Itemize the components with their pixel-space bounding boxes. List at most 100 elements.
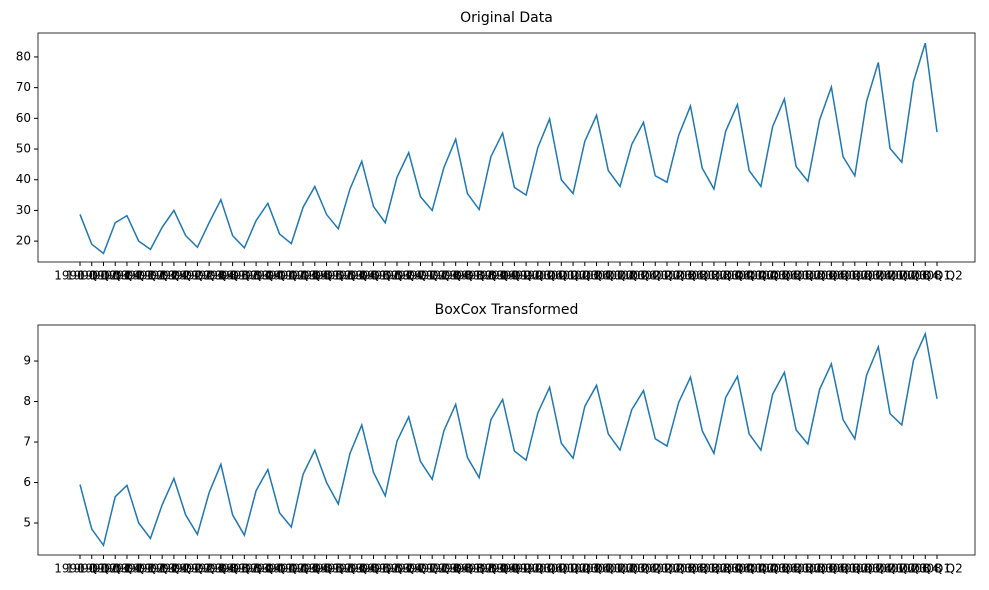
- x-tick-label: 2008 Q2: [911, 562, 962, 576]
- x-tick-label: 1992 Q4: [183, 562, 234, 576]
- x-tick-label: 1996 Q1: [336, 562, 387, 576]
- x-tick-label: 1998 Q4: [465, 269, 516, 283]
- x-tick-label: 1996 Q4: [371, 562, 422, 576]
- x-tick-label: 1990 Q1: [54, 269, 105, 283]
- x-tick-label: 1992 Q1: [148, 562, 199, 576]
- y-tick-label: 80: [16, 49, 31, 63]
- x-tick-label: 1994 Q1: [242, 562, 293, 576]
- x-tick-label: 1994 Q2: [254, 269, 305, 283]
- x-tick-label: 2000 Q3: [547, 269, 598, 283]
- x-tick-label: 2007 Q4: [888, 562, 939, 576]
- x-tick-label: 2008 Q2: [911, 269, 962, 283]
- x-tick-label: 1999 Q3: [500, 269, 551, 283]
- x-tick-label: 1990 Q2: [66, 562, 117, 576]
- x-tick-label: 2003 Q1: [665, 269, 716, 283]
- x-tick-label: 1993 Q3: [219, 562, 270, 576]
- x-tick-label: 1992 Q3: [172, 562, 223, 576]
- x-tick-label: 2004 Q2: [723, 562, 774, 576]
- x-tick-label: 2001 Q4: [606, 269, 657, 283]
- x-tick-label: 2007 Q2: [864, 562, 915, 576]
- x-tick-label: 1997 Q2: [395, 562, 446, 576]
- axes-frame: [37, 324, 976, 556]
- x-tick-label: 2007 Q1: [853, 269, 904, 283]
- x-tick-label: 1993 Q2: [207, 269, 258, 283]
- x-tick-label: 2000 Q1: [524, 562, 575, 576]
- x-tick-label: 2002 Q1: [618, 562, 669, 576]
- x-tick-label: 1991 Q2: [113, 562, 164, 576]
- x-tick-label: 2006 Q4: [841, 562, 892, 576]
- x-tick-label: 1994 Q4: [277, 269, 328, 283]
- x-tick-label: 1998 Q2: [442, 269, 493, 283]
- y-tick-label: 6: [23, 475, 31, 489]
- y-tick-label: 30: [16, 203, 31, 217]
- x-tick-label: 2007 Q3: [876, 562, 927, 576]
- x-tick-label: 1997 Q4: [418, 269, 469, 283]
- x-tick-label: 1997 Q1: [383, 562, 434, 576]
- x-tick-label: 2002 Q4: [653, 562, 704, 576]
- y-tick-label: 5: [23, 516, 31, 530]
- x-tick-label: 2007 Q3: [876, 269, 927, 283]
- x-tick-label: 2006 Q3: [829, 269, 880, 283]
- x-tick-label: 2002 Q3: [641, 269, 692, 283]
- x-tick-label: 2003 Q2: [676, 562, 727, 576]
- x-tick-label: 2008 Q1: [900, 562, 951, 576]
- x-tick-label: 2006 Q1: [806, 269, 857, 283]
- x-tick-label: 2000 Q2: [536, 269, 587, 283]
- x-tick-label: 2006 Q2: [817, 562, 868, 576]
- x-tick-label: 1991 Q2: [113, 269, 164, 283]
- x-tick-label: 1998 Q4: [465, 562, 516, 576]
- x-tick-label: 1998 Q1: [430, 562, 481, 576]
- x-tick-label: 1995 Q2: [301, 269, 352, 283]
- x-tick-label: 2001 Q4: [606, 562, 657, 576]
- x-tick-label: 1990 Q4: [90, 269, 141, 283]
- x-tick-label: 2005 Q2: [770, 269, 821, 283]
- x-tick-label: 2000 Q1: [524, 269, 575, 283]
- x-tick-label: 1999 Q2: [489, 269, 540, 283]
- x-tick-label: 2001 Q2: [583, 269, 634, 283]
- x-tick-label: 2004 Q3: [735, 269, 786, 283]
- x-tick-label: 1990 Q3: [78, 562, 129, 576]
- x-tick-label: 2002 Q4: [653, 269, 704, 283]
- x-tick-label: 2000 Q2: [536, 562, 587, 576]
- x-tick-label: 2001 Q3: [594, 269, 645, 283]
- x-tick-label: 1995 Q3: [313, 562, 364, 576]
- x-tick-label: 1995 Q2: [301, 562, 352, 576]
- x-tick-label: 1993 Q1: [195, 269, 246, 283]
- x-tick-label: 2006 Q3: [829, 562, 880, 576]
- x-tick-label: 2001 Q3: [594, 562, 645, 576]
- x-tick-label: 2004 Q4: [747, 562, 798, 576]
- x-tick-label: 2003 Q3: [688, 269, 739, 283]
- x-tick-label: 2002 Q3: [641, 562, 692, 576]
- x-tick-label: 1998 Q1: [430, 269, 481, 283]
- x-tick-label: 2002 Q2: [630, 269, 681, 283]
- y-tick-label: 20: [16, 234, 31, 248]
- x-tick-label: 1998 Q3: [453, 562, 504, 576]
- y-tick-label: 70: [16, 80, 31, 94]
- x-tick-label: 1999 Q4: [512, 269, 563, 283]
- x-tick-label: 1997 Q3: [406, 562, 457, 576]
- x-tick-label: 2005 Q4: [794, 562, 845, 576]
- x-tick-label: 2008 Q1: [900, 269, 951, 283]
- x-tick-label: 1998 Q2: [442, 562, 493, 576]
- x-tick-label: 1999 Q4: [512, 562, 563, 576]
- x-tick-label: 1990 Q3: [78, 269, 129, 283]
- x-tick-label: 1993 Q4: [230, 562, 281, 576]
- x-tick-label: 2003 Q3: [688, 562, 739, 576]
- x-tick-label: 1991 Q1: [101, 562, 152, 576]
- x-tick-label: 1992 Q4: [183, 269, 234, 283]
- x-tick-label: 1997 Q4: [418, 562, 469, 576]
- x-tick-label: 1997 Q1: [383, 269, 434, 283]
- x-tick-label: 1999 Q1: [477, 269, 528, 283]
- axes-frame: [37, 32, 976, 263]
- x-tick-label: 2005 Q1: [759, 269, 810, 283]
- x-tick-label: 2001 Q2: [583, 562, 634, 576]
- x-tick-label: 2005 Q4: [794, 269, 845, 283]
- x-tick-label: 1994 Q3: [266, 562, 317, 576]
- x-tick-label: 1995 Q4: [324, 269, 375, 283]
- x-tick-label: 2001 Q1: [571, 562, 622, 576]
- x-tick-label: 1995 Q4: [324, 562, 375, 576]
- x-tick-label: 2003 Q4: [700, 269, 751, 283]
- x-tick-label: 1990 Q4: [90, 562, 141, 576]
- x-tick-label: 1996 Q3: [360, 269, 411, 283]
